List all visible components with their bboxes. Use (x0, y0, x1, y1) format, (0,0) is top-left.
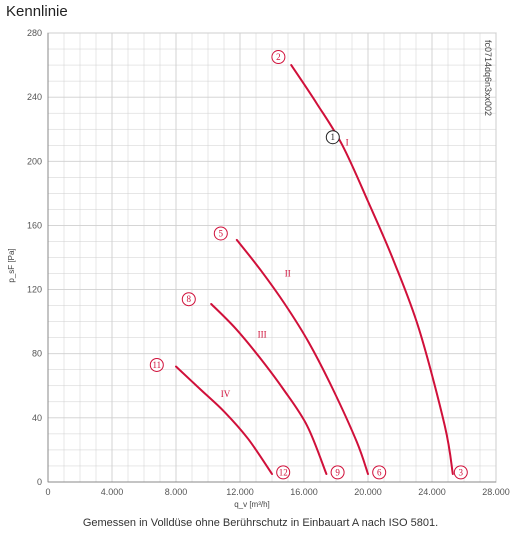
fan-curve-i (290, 64, 454, 475)
marker-label-12: 12 (279, 467, 288, 477)
chart-title: Kennlinie (6, 3, 68, 20)
marker-circle-8 (181, 292, 196, 307)
marker-circle-11 (149, 357, 164, 372)
y-tick-label: 0 (37, 477, 42, 487)
y-tick-label: 80 (32, 349, 42, 359)
marker-circle-3 (453, 465, 468, 480)
y-axis-label: p_sF [Pa] (7, 248, 16, 282)
x-tick-label: 4.000 (101, 487, 124, 497)
marker-label-9: 9 (335, 467, 340, 477)
fan-curve-iii (210, 303, 328, 475)
x-tick-label: 20.000 (354, 487, 382, 497)
marker-circle-9 (330, 465, 345, 480)
curve-label-iv: IV (221, 389, 231, 399)
curve-label-i: I (346, 137, 349, 147)
marker-label-1: 1 (331, 132, 336, 142)
marker-circle-12 (276, 465, 291, 480)
y-tick-label: 280 (27, 28, 42, 38)
x-tick-label: 12.000 (226, 487, 254, 497)
marker-label-5: 5 (219, 228, 224, 238)
x-axis-label: q_v [m³/h] (234, 500, 270, 509)
x-tick-label: 0 (45, 487, 50, 497)
y-tick-label: 160 (27, 220, 42, 230)
curve-label-ii: II (285, 269, 291, 279)
x-tick-label: 28.000 (482, 487, 510, 497)
x-tick-label: 24.000 (418, 487, 446, 497)
x-tick-label: 16.000 (290, 487, 318, 497)
y-tick-label: 40 (32, 413, 42, 423)
marker-label-11: 11 (152, 360, 161, 370)
marker-label-6: 6 (377, 467, 382, 477)
marker-label-2: 2 (276, 52, 281, 62)
tick-labels: 0 4.000 8.000 12.000 16.000 20.000 24.000 28.00… (27, 28, 510, 497)
marker-label-8: 8 (187, 294, 192, 304)
marker-circle-2 (271, 50, 286, 65)
fan-curve-ii (235, 238, 369, 475)
marker-circle-6 (372, 465, 387, 480)
point-markers: 2 5 8 11 3 6 9 12 1 (149, 50, 468, 480)
marker-label-3: 3 (459, 467, 464, 477)
curve-label-iii: III (258, 330, 267, 340)
chart-caption: Gemessen in Volldüse ohne Berührschutz i… (82, 517, 439, 529)
fan-curve-iv (175, 365, 273, 475)
y-tick-label: 120 (27, 285, 42, 295)
marker-circle-1 (325, 130, 340, 145)
y-tick-label: 200 (27, 156, 42, 166)
y-tick-label: 240 (27, 92, 42, 102)
grid-lines (47, 32, 497, 483)
marker-circle-5 (213, 226, 228, 241)
x-tick-label: 8.000 (165, 487, 188, 497)
fan-curves (175, 64, 454, 475)
drawing-code: fc0714dq6n3xx002 (483, 40, 493, 116)
